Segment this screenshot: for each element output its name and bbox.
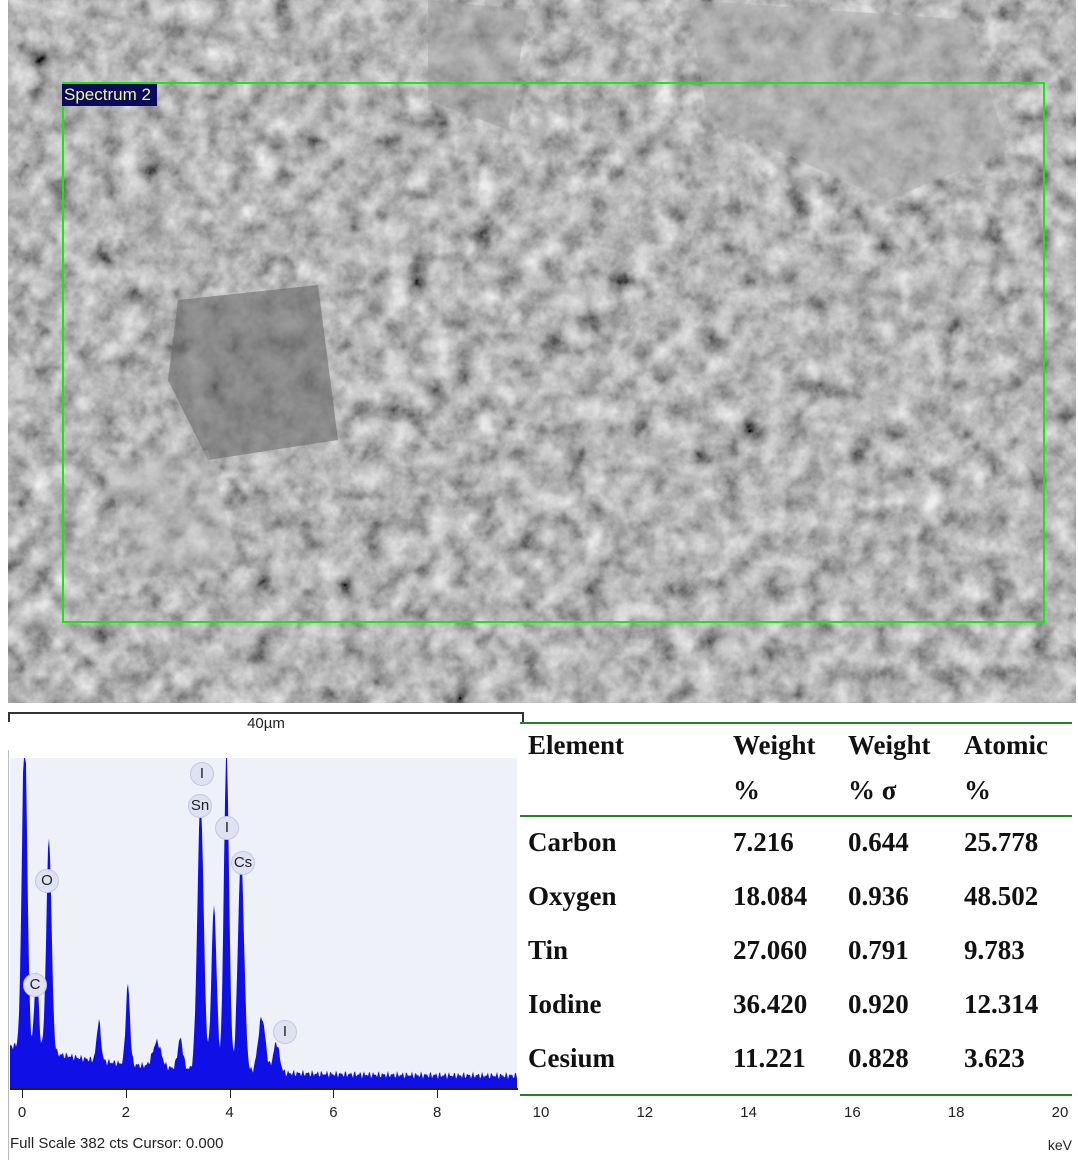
x-tick-label: 18 [947,1104,965,1121]
x-tick-label: 12 [636,1104,654,1121]
x-tick-mark [22,1090,23,1098]
peak-label: C [23,973,47,997]
table-top-rule [520,722,1072,724]
table-cell: 0.936 [848,881,909,911]
x-tick-label: 14 [740,1104,757,1121]
scale-bar-line [8,712,524,714]
header-weight-sigma: Weight [848,730,931,760]
scale-bar [8,706,524,724]
table-header-rule [520,815,1072,817]
x-tick-label: 10 [532,1104,550,1121]
scale-bar-left-tick [8,712,10,722]
table-cell: Cesium [528,1043,615,1073]
x-tick-label: 20 [1051,1104,1069,1121]
x-tick-label: 0 [17,1104,27,1121]
scale-bar-label: 40µm [247,715,285,732]
x-tick-mark [229,1090,231,1098]
peak-label: I [273,1020,297,1044]
table-cell: Iodine [528,989,602,1019]
peak-label: I [190,762,214,786]
table-cell: 0.644 [848,827,909,857]
table-bottom-rule [520,1094,1072,1096]
composition-table: Element Weight % Weight % σ Atomic % Car… [518,722,1074,1098]
x-tick-label: 4 [225,1104,234,1121]
table-cell: 3.623 [964,1043,1025,1073]
spectrum-region-box[interactable] [62,82,1045,623]
table-cell: Tin [528,935,569,965]
peak-label: O [35,869,59,893]
peak-label: I [215,816,239,840]
x-axis-unit: keV [1047,1137,1072,1153]
x-tick-mark [125,1090,127,1098]
table-cell: 18.084 [733,881,808,911]
peak-label: Sn [188,794,212,818]
table-cell: 12.314 [964,989,1039,1019]
spectrum-curve [10,758,517,1088]
header-weight: Weight [733,730,816,760]
x-tick-label: 6 [329,1104,338,1121]
x-tick-label: 2 [121,1104,130,1121]
spectrum-fill [10,758,517,1088]
scale-bar-right-tick [522,712,524,722]
sem-texture [8,0,1076,703]
table-cell: 25.778 [964,827,1039,857]
table-cell: 7.216 [733,827,794,857]
header-weight-unit: % [733,775,760,805]
table-cell: Carbon [528,827,617,857]
table-cell: 11.221 [733,1043,806,1073]
table-cell: 0.828 [848,1043,909,1073]
x-tick-label: 8 [433,1104,442,1121]
spectrum-footer-status: Full Scale 382 cts Cursor: 0.000 [10,1135,224,1152]
x-tick-mark [437,1090,439,1098]
table-cell: 27.060 [733,935,808,965]
peak-label: Cs [231,851,255,875]
table-cell: 36.420 [733,989,808,1019]
header-weight-sigma-unit: % σ [848,775,897,805]
spectrum-region-label: Spectrum 2 [62,84,157,106]
header-atomic-unit: % [964,775,991,805]
sem-micrograph: Spectrum 2 [8,0,1076,703]
header-element: Element [528,730,624,760]
table-cell: 48.502 [964,881,1039,911]
x-tick-label: 16 [844,1104,861,1121]
table-cell: 0.791 [848,935,909,965]
table-cell: Oxygen [528,881,617,911]
x-tick-mark [333,1090,335,1098]
table-cell: 0.920 [848,989,909,1019]
table-cell: 9.783 [964,935,1025,965]
spectrum-plot-area[interactable] [10,758,517,1088]
header-atomic: Atomic [964,730,1048,760]
